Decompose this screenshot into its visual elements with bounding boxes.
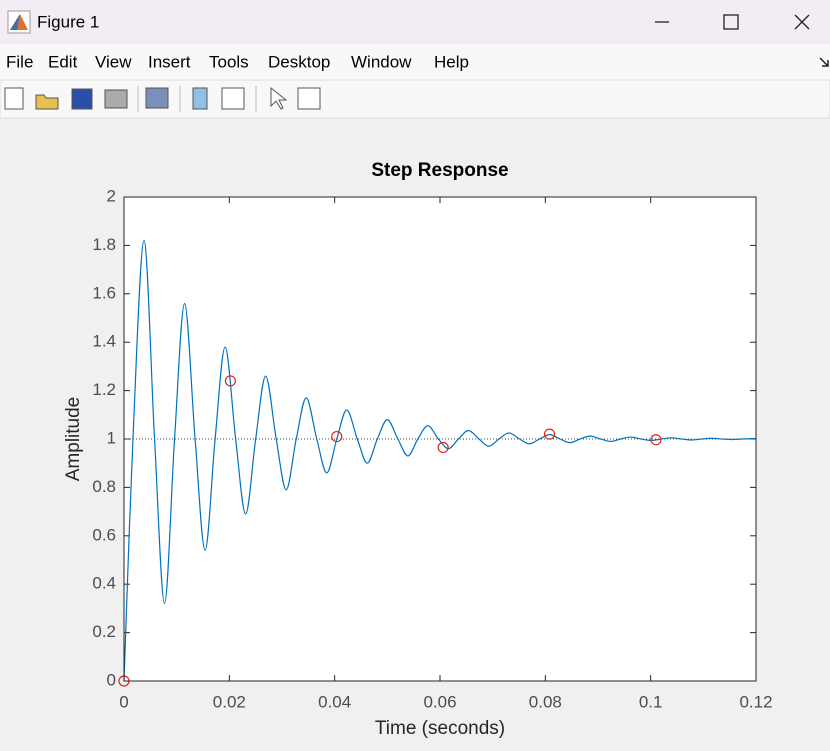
save-icon[interactable] (71, 88, 93, 110)
menu-item[interactable]: Insert (148, 52, 191, 71)
y-tick-label: 0 (107, 670, 116, 689)
menu-item[interactable]: Desktop (268, 52, 330, 71)
x-tick-label: 0.1 (639, 692, 663, 711)
legend-icon[interactable] (221, 87, 245, 110)
new-icon[interactable] (4, 87, 24, 110)
menu-item[interactable]: Help (434, 52, 469, 71)
x-axis-label: Time (seconds) (375, 718, 505, 739)
marker (543, 428, 556, 440)
y-tick-label: 0.2 (92, 622, 116, 641)
marker (224, 375, 236, 387)
colorbar-icon[interactable] (192, 87, 208, 110)
y-tick-label: 1 (107, 428, 116, 447)
marker (437, 441, 449, 454)
y-tick-label: 0.4 (92, 574, 116, 593)
chart-title: Step Response (371, 160, 508, 181)
app-icon (7, 10, 31, 34)
menu-item[interactable]: Tools (209, 52, 249, 71)
response-line (123, 239, 757, 682)
open-icon[interactable] (35, 94, 59, 110)
pointer-icon[interactable] (270, 86, 288, 110)
y-axis-label: Amplitude (63, 397, 84, 482)
window-title: Figure 1 (37, 12, 99, 31)
x-tick-label: 0.12 (739, 692, 772, 711)
y-tick-label: 1.2 (92, 380, 116, 399)
y-tick-label: 1.4 (92, 332, 116, 351)
property-icon[interactable] (297, 87, 321, 110)
print-icon[interactable] (104, 89, 128, 109)
y-tick-label: 0.6 (92, 525, 116, 544)
marker (331, 430, 343, 443)
link-icon[interactable] (145, 87, 169, 109)
menu-item[interactable]: Edit (48, 52, 78, 71)
x-tick-label: 0.06 (423, 692, 456, 711)
menu-bar (0, 44, 830, 80)
close-button[interactable] (794, 14, 810, 30)
y-tick-label: 2 (107, 186, 116, 205)
x-tick-label: 0.02 (213, 692, 246, 711)
marker (650, 434, 662, 446)
x-tick-label: 0 (119, 692, 128, 711)
y-tick-label: 1.8 (92, 235, 116, 254)
maximize-button[interactable] (723, 14, 739, 30)
plot-border (123, 196, 757, 682)
toolbar-icons (4, 86, 321, 112)
menu-items: File Edit View Insert Tools Desktop Window Help (6, 52, 469, 71)
menu-overflow[interactable] (819, 57, 829, 67)
menu-item[interactable]: View (95, 52, 132, 71)
x-tick-label: 0.04 (318, 692, 351, 711)
menu-item[interactable]: File (6, 52, 33, 71)
x-tick-label: 0.08 (529, 692, 562, 711)
menu-item[interactable]: Window (351, 52, 412, 71)
y-tick-label: 0.8 (92, 477, 116, 496)
y-tick-label: 1.6 (92, 283, 116, 302)
title-bar (0, 0, 830, 44)
plot: Step Response Time (seconds) Amplitude 0 0.0… (63, 160, 773, 739)
